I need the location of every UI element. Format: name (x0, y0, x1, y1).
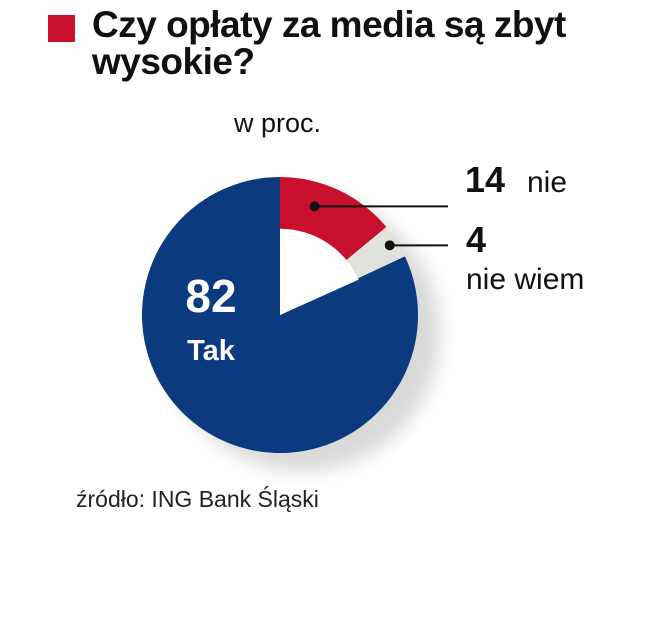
chart-unit-label: w proc. (234, 108, 322, 138)
title-square-marker (48, 15, 75, 42)
data-label-tak-value: 82 (185, 270, 236, 322)
leader-dot-nie-wiem (384, 240, 395, 251)
leader-dot-nie (309, 201, 320, 212)
data-label-nie-wiem-text: nie wiem (466, 263, 584, 296)
data-label-nie-wiem-value: 4 (466, 219, 486, 260)
data-label-nie-text: nie (527, 166, 567, 199)
data-label-nie-value: 14 (465, 159, 505, 200)
pie-slice-tak-inner (280, 228, 359, 315)
data-label-tak-text: Tak (187, 335, 236, 367)
chart-source: źródło: ING Bank Śląski (76, 486, 319, 512)
chart-title: Czy opłaty za media są zbyt wysokie? (92, 4, 566, 82)
pie-slice-tak (142, 177, 419, 454)
